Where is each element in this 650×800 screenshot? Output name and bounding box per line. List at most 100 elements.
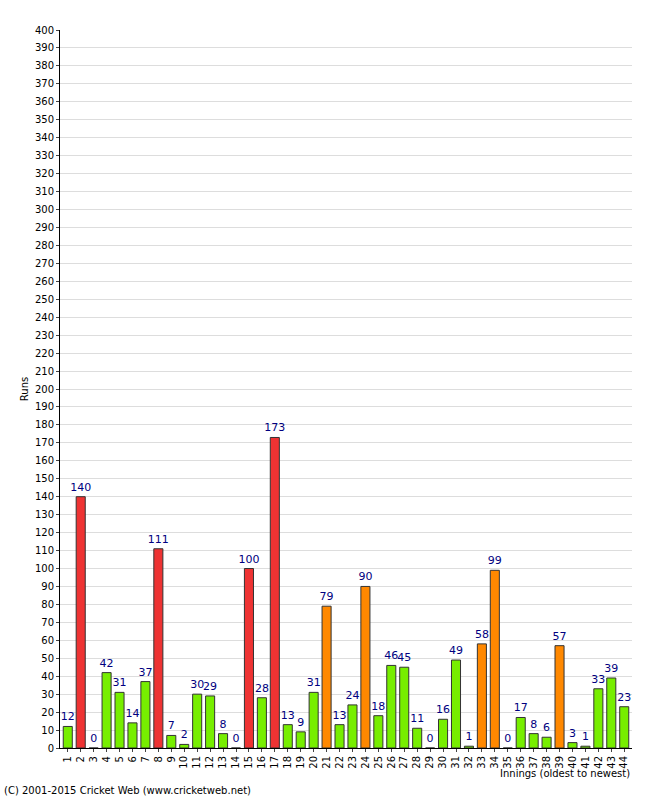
svg-text:33: 33 <box>591 673 605 686</box>
svg-text:320: 320 <box>35 168 54 179</box>
svg-text:6: 6 <box>127 756 138 762</box>
svg-text:50: 50 <box>41 653 54 664</box>
svg-text:5: 5 <box>114 756 125 762</box>
svg-text:240: 240 <box>35 312 54 323</box>
svg-text:350: 350 <box>35 114 54 125</box>
svg-text:11: 11 <box>410 712 424 725</box>
svg-text:8: 8 <box>220 718 227 731</box>
svg-text:200: 200 <box>35 384 54 395</box>
svg-text:4: 4 <box>101 756 112 762</box>
svg-text:340: 340 <box>35 132 54 143</box>
svg-text:44: 44 <box>618 756 629 769</box>
svg-text:57: 57 <box>553 630 567 643</box>
svg-text:20: 20 <box>41 707 54 718</box>
svg-text:13: 13 <box>333 709 347 722</box>
svg-text:23: 23 <box>617 691 631 704</box>
svg-text:7: 7 <box>168 719 175 732</box>
svg-text:41: 41 <box>580 756 591 769</box>
svg-text:27: 27 <box>398 756 409 769</box>
svg-text:39: 39 <box>554 756 565 769</box>
svg-text:20: 20 <box>308 756 319 769</box>
svg-text:25: 25 <box>373 756 384 769</box>
svg-text:40: 40 <box>41 671 54 682</box>
svg-text:18: 18 <box>371 700 385 713</box>
svg-text:31: 31 <box>307 676 321 689</box>
svg-text:(C) 2001-2015 Cricket Web (www: (C) 2001-2015 Cricket Web (www.cricketwe… <box>4 785 251 796</box>
svg-text:10: 10 <box>178 756 189 769</box>
svg-text:28: 28 <box>255 682 269 695</box>
svg-text:33: 33 <box>476 756 487 769</box>
svg-text:24: 24 <box>345 689 359 702</box>
svg-text:16: 16 <box>436 703 450 716</box>
svg-text:270: 270 <box>35 258 54 269</box>
svg-text:37: 37 <box>138 666 152 679</box>
svg-text:150: 150 <box>35 473 54 484</box>
svg-text:100: 100 <box>238 553 259 566</box>
svg-text:1: 1 <box>465 730 472 743</box>
svg-text:14: 14 <box>230 756 241 769</box>
svg-text:90: 90 <box>41 581 54 592</box>
svg-text:160: 160 <box>35 455 54 466</box>
svg-text:13: 13 <box>281 709 295 722</box>
svg-text:37: 37 <box>528 756 539 769</box>
svg-text:43: 43 <box>606 756 617 769</box>
svg-text:29: 29 <box>203 680 217 693</box>
svg-text:10: 10 <box>41 725 54 736</box>
svg-text:130: 130 <box>35 509 54 520</box>
svg-text:111: 111 <box>148 533 169 546</box>
svg-text:60: 60 <box>41 635 54 646</box>
svg-text:360: 360 <box>35 96 54 107</box>
svg-text:90: 90 <box>358 570 372 583</box>
svg-text:370: 370 <box>35 78 54 89</box>
svg-text:17: 17 <box>514 701 528 714</box>
svg-text:0: 0 <box>233 732 240 745</box>
svg-text:180: 180 <box>35 419 54 430</box>
svg-text:42: 42 <box>100 657 114 670</box>
svg-text:58: 58 <box>475 628 489 641</box>
svg-text:9: 9 <box>166 756 177 762</box>
svg-text:230: 230 <box>35 330 54 341</box>
svg-text:18: 18 <box>282 756 293 769</box>
svg-text:1: 1 <box>62 756 73 762</box>
svg-text:11: 11 <box>191 756 202 769</box>
svg-text:28: 28 <box>411 756 422 769</box>
svg-text:39: 39 <box>604 662 618 675</box>
svg-text:8: 8 <box>153 756 164 762</box>
svg-text:30: 30 <box>41 689 54 700</box>
svg-text:35: 35 <box>502 756 513 769</box>
svg-text:8: 8 <box>530 718 537 731</box>
svg-text:400: 400 <box>35 25 54 36</box>
svg-text:70: 70 <box>41 617 54 628</box>
svg-text:36: 36 <box>515 756 526 769</box>
svg-text:170: 170 <box>35 437 54 448</box>
svg-text:26: 26 <box>386 756 397 769</box>
svg-text:42: 42 <box>593 756 604 769</box>
svg-text:3: 3 <box>569 727 576 740</box>
svg-text:7: 7 <box>140 756 151 762</box>
svg-text:0: 0 <box>48 743 54 754</box>
svg-text:390: 390 <box>35 42 54 53</box>
svg-text:32: 32 <box>463 756 474 769</box>
svg-text:49: 49 <box>449 644 463 657</box>
svg-text:380: 380 <box>35 60 54 71</box>
svg-text:3: 3 <box>88 756 99 762</box>
svg-text:290: 290 <box>35 222 54 233</box>
svg-text:19: 19 <box>295 756 306 769</box>
svg-text:12: 12 <box>204 756 215 769</box>
svg-text:330: 330 <box>35 150 54 161</box>
svg-text:15: 15 <box>243 756 254 769</box>
svg-text:210: 210 <box>35 366 54 377</box>
svg-text:140: 140 <box>35 491 54 502</box>
svg-text:38: 38 <box>541 756 552 769</box>
svg-text:45: 45 <box>397 651 411 664</box>
svg-text:110: 110 <box>35 545 54 556</box>
svg-text:6: 6 <box>543 721 550 734</box>
svg-text:260: 260 <box>35 276 54 287</box>
svg-text:14: 14 <box>125 707 139 720</box>
svg-text:1: 1 <box>582 730 589 743</box>
svg-text:24: 24 <box>360 756 371 769</box>
svg-text:17: 17 <box>269 756 280 769</box>
svg-text:0: 0 <box>90 732 97 745</box>
svg-text:22: 22 <box>334 756 345 769</box>
svg-text:31: 31 <box>450 756 461 769</box>
